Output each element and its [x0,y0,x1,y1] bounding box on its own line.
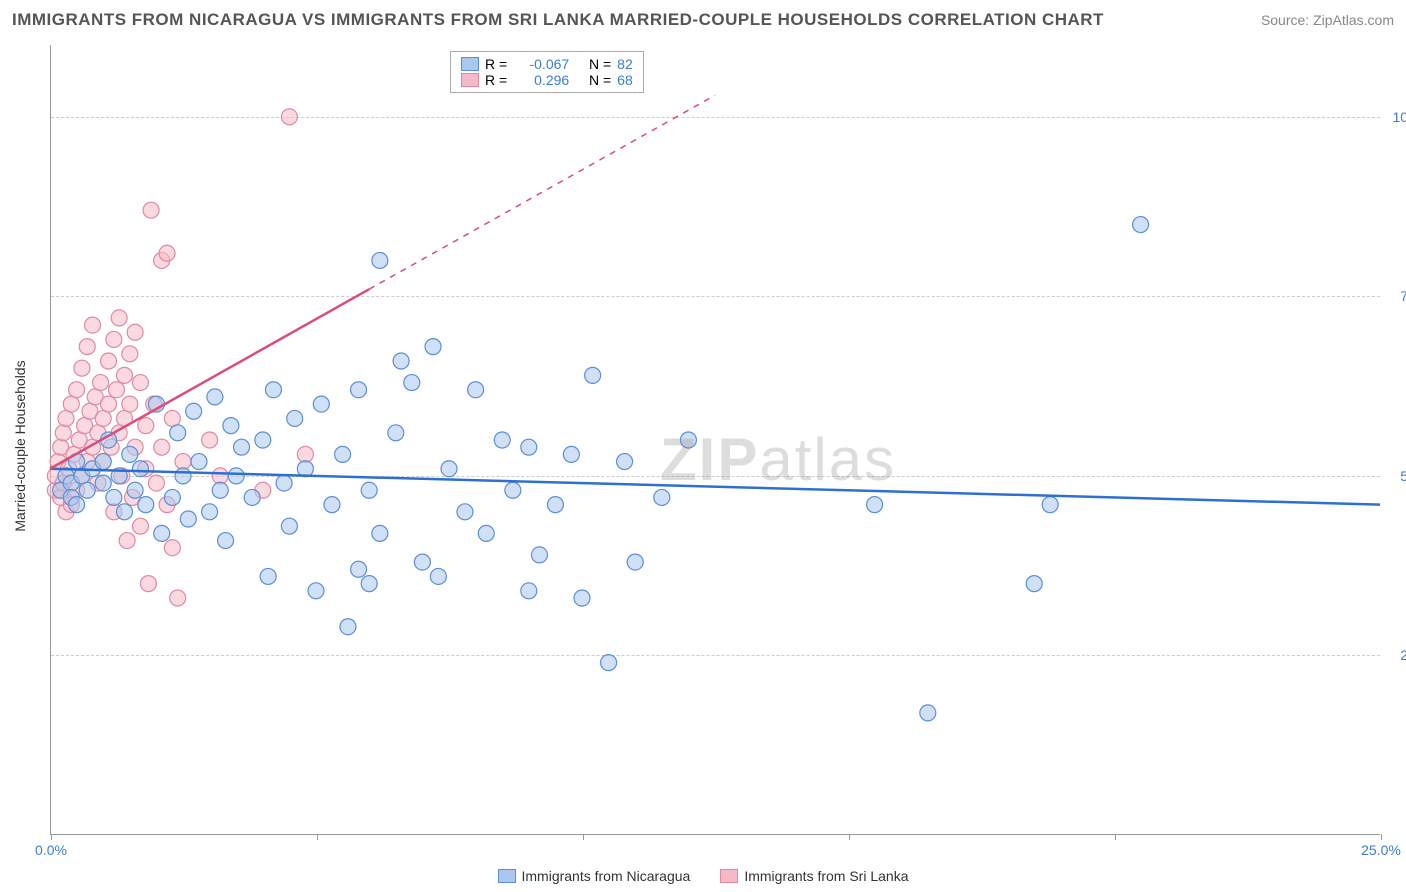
y-tick-label: 100.0% [1393,109,1406,125]
legend-label-b: Immigrants from Sri Lanka [744,868,908,884]
y-tick-label: 50.0% [1400,468,1406,484]
stats-row-b: R = 0.296 N = 68 [461,72,633,88]
swatch-series-a [461,57,479,71]
stats-legend: R = -0.067 N = 82 R = 0.296 N = 68 [450,51,644,93]
r-value-a: -0.067 [513,56,569,72]
x-tick-label: 25.0% [1361,842,1401,858]
legend-label-a: Immigrants from Nicaragua [522,868,691,884]
r-value-b: 0.296 [513,72,569,88]
swatch-icon [720,869,738,883]
n-value-b: 68 [617,72,633,88]
swatch-series-b [461,73,479,87]
source-label: Source: ZipAtlas.com [1261,12,1394,28]
x-tick-label: 0.0% [35,842,67,858]
bottom-legend: Immigrants from Nicaragua Immigrants fro… [0,868,1406,884]
r-label: R = [485,72,507,88]
swatch-icon [498,869,516,883]
n-label: N = [589,72,611,88]
y-axis-label: Married-couple Households [12,360,28,531]
chart-title: IMMIGRANTS FROM NICARAGUA VS IMMIGRANTS … [12,10,1104,30]
y-tick-label: 75.0% [1400,288,1406,304]
n-label: N = [589,56,611,72]
y-tick-label: 25.0% [1400,647,1406,663]
legend-item-a: Immigrants from Nicaragua [498,868,691,884]
legend-item-b: Immigrants from Sri Lanka [720,868,908,884]
r-label: R = [485,56,507,72]
plot-area: 25.0%50.0%75.0%100.0%0.0%25.0% ZIPatlas … [50,45,1380,835]
stats-row-a: R = -0.067 N = 82 [461,56,633,72]
n-value-a: 82 [617,56,633,72]
